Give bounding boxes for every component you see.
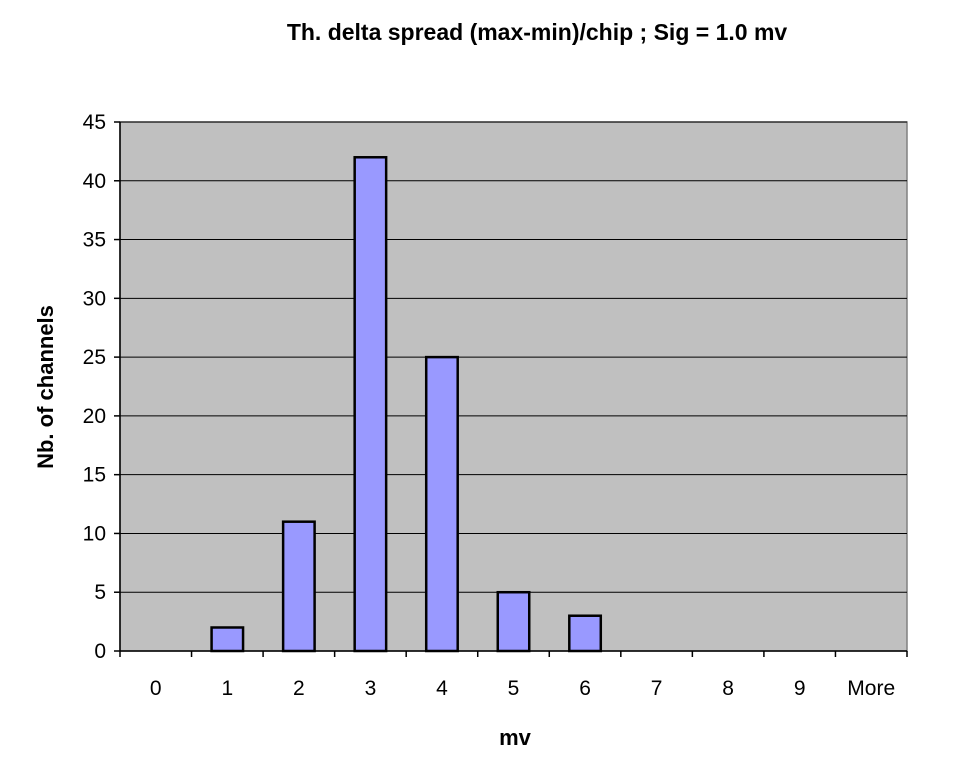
bar xyxy=(210,626,245,653)
bar xyxy=(496,590,531,653)
y-axis-label: Nb. of channels xyxy=(33,305,58,469)
y-tick-label: 15 xyxy=(83,464,106,487)
x-tick-label: 1 xyxy=(221,677,233,700)
y-tick-label: 45 xyxy=(83,111,106,134)
y-tick-label: 40 xyxy=(83,170,106,193)
x-tick-label: 5 xyxy=(508,677,520,700)
y-tick-label: 5 xyxy=(94,581,106,604)
x-tick-label: 2 xyxy=(293,677,305,700)
bar xyxy=(568,614,603,653)
x-tick-label: 0 xyxy=(150,677,162,700)
y-tick-label: 10 xyxy=(83,522,106,545)
x-tick-label: 8 xyxy=(722,677,734,700)
y-tick-label: 30 xyxy=(83,287,106,310)
x-tick-label: 3 xyxy=(365,677,377,700)
y-tick-label: 25 xyxy=(83,346,106,369)
x-tick-label: More xyxy=(847,677,895,700)
chart-title: Th. delta spread (max-min)/chip ; Sig = … xyxy=(287,19,788,45)
x-tick-label: 4 xyxy=(436,677,448,700)
y-tick-label: 0 xyxy=(94,640,106,663)
bar xyxy=(424,355,459,653)
x-tick-label: 9 xyxy=(794,677,806,700)
x-tick-label: 6 xyxy=(579,677,591,700)
x-axis-label: mv xyxy=(499,725,532,750)
bar xyxy=(353,156,388,653)
bar xyxy=(281,520,316,653)
plot-background xyxy=(119,121,908,652)
y-tick-label: 35 xyxy=(83,229,106,252)
x-tick-label: 7 xyxy=(651,677,663,700)
y-tick-label: 20 xyxy=(83,405,106,428)
